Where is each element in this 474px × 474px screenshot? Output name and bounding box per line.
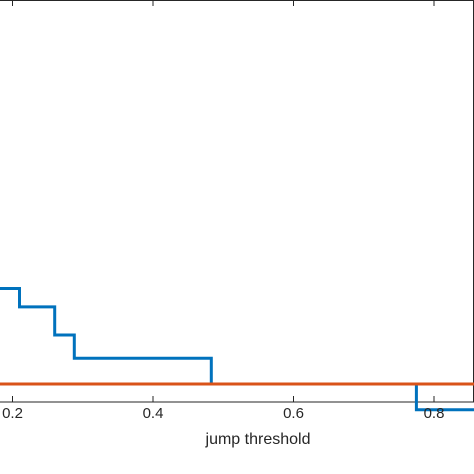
x-ticks: 0.2 0.4 0.6 0.8 xyxy=(2,0,444,422)
series-layer xyxy=(0,287,474,412)
series-line-1 xyxy=(0,287,474,412)
x-tick-label: 0.4 xyxy=(143,405,164,422)
x-tick-label: 0.6 xyxy=(283,405,304,422)
axes-frame xyxy=(0,0,474,403)
x-axis-label: jump threshold xyxy=(205,431,311,448)
x-tick-label: 0.8 xyxy=(424,405,445,422)
x-tick-label: 0.2 xyxy=(2,405,23,422)
